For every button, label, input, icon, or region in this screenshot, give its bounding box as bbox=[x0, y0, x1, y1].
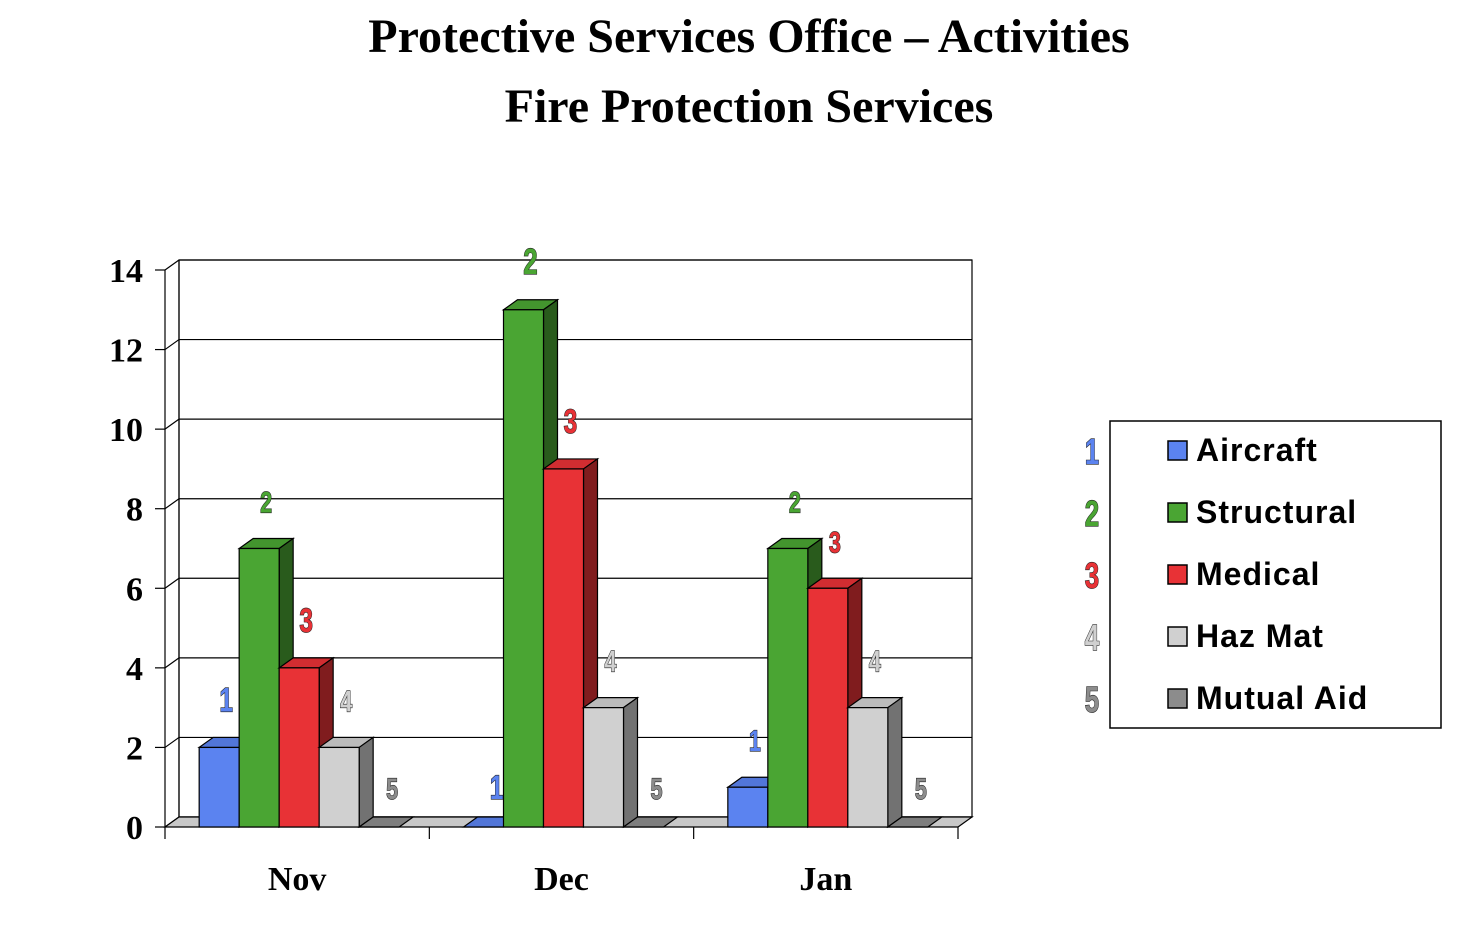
y-tick-label: 2 bbox=[126, 730, 143, 767]
bars bbox=[197, 298, 944, 829]
y-tick-label: 0 bbox=[126, 810, 143, 847]
legend-item: 5 Mutual Aid bbox=[1084, 679, 1368, 720]
data-label: 1 bbox=[749, 724, 761, 758]
y-tick-label: 6 bbox=[126, 571, 143, 608]
legend-series-number: 2 bbox=[1085, 494, 1099, 534]
y-tick-label: 14 bbox=[109, 253, 143, 290]
legend-series-number: 1 bbox=[1085, 432, 1099, 472]
legend-item: 1 Aircraft bbox=[1084, 431, 1318, 472]
gridline-side bbox=[164, 577, 180, 589]
gridline-side bbox=[164, 498, 180, 510]
data-label: 3 bbox=[299, 602, 313, 640]
legend-item: 4 Haz Mat bbox=[1084, 617, 1324, 658]
data-label: 5 bbox=[386, 771, 398, 805]
bar bbox=[317, 736, 376, 829]
legend-swatch bbox=[1167, 688, 1188, 709]
legend-swatch bbox=[1167, 440, 1188, 461]
gridline-side bbox=[164, 259, 180, 271]
data-label: 3 bbox=[829, 525, 841, 559]
x-category-label: Nov bbox=[268, 861, 327, 898]
data-label: 5 bbox=[915, 771, 927, 805]
data-label: 5 bbox=[650, 771, 662, 805]
y-tick-label: 10 bbox=[109, 412, 143, 449]
y-axis-ticks: 0 2 4 6 8 10 12 14 bbox=[109, 253, 143, 847]
chart-subtitle: Fire Protection Services bbox=[505, 80, 994, 133]
legend-label: Mutual Aid bbox=[1196, 680, 1368, 716]
legend-series-number: 4 bbox=[1085, 618, 1100, 658]
data-label: 2 bbox=[789, 485, 801, 519]
data-label: 2 bbox=[523, 242, 537, 282]
y-tick-label: 4 bbox=[126, 651, 143, 688]
legend-series-number: 3 bbox=[1085, 556, 1099, 596]
legend: 1 Aircraft 2 Structural 3 Medical 4 Haz Mat 5 Mut… bbox=[1084, 420, 1442, 729]
bar bbox=[357, 816, 416, 828]
legend-item: 2 Structural bbox=[1084, 493, 1357, 534]
legend-box bbox=[1109, 420, 1442, 729]
gridline-side bbox=[164, 418, 180, 430]
legend-label: Structural bbox=[1196, 494, 1357, 530]
data-label: 4 bbox=[869, 644, 881, 678]
gridline-side bbox=[164, 339, 180, 351]
legend-label: Haz Mat bbox=[1196, 618, 1324, 654]
bar bbox=[885, 816, 944, 828]
data-label: 4 bbox=[340, 684, 352, 718]
y-tick-label: 12 bbox=[109, 333, 143, 370]
bar bbox=[621, 816, 680, 828]
y-tick-label: 8 bbox=[126, 492, 143, 529]
legend-swatch bbox=[1167, 564, 1188, 585]
gridline-side bbox=[164, 657, 180, 669]
legend-swatch bbox=[1167, 626, 1188, 647]
legend-series-number: 5 bbox=[1085, 680, 1099, 720]
x-category-label: Dec bbox=[534, 861, 589, 898]
data-label: 3 bbox=[564, 403, 578, 441]
data-label: 1 bbox=[490, 769, 504, 807]
bar bbox=[845, 696, 904, 829]
x-axis-categories: Nov Dec Jan bbox=[268, 861, 852, 898]
x-category-label: Jan bbox=[799, 861, 852, 898]
chart-title: Protective Services Office – Activities bbox=[368, 10, 1129, 63]
data-label: 4 bbox=[604, 644, 616, 678]
legend-label: Medical bbox=[1196, 556, 1320, 592]
data-label: 2 bbox=[260, 485, 272, 519]
data-label: 1 bbox=[219, 682, 233, 720]
bar bbox=[581, 696, 640, 829]
legend-swatch bbox=[1167, 502, 1188, 523]
gridline-side bbox=[164, 736, 180, 748]
legend-label: Aircraft bbox=[1196, 432, 1318, 468]
legend-item: 3 Medical bbox=[1084, 555, 1320, 596]
